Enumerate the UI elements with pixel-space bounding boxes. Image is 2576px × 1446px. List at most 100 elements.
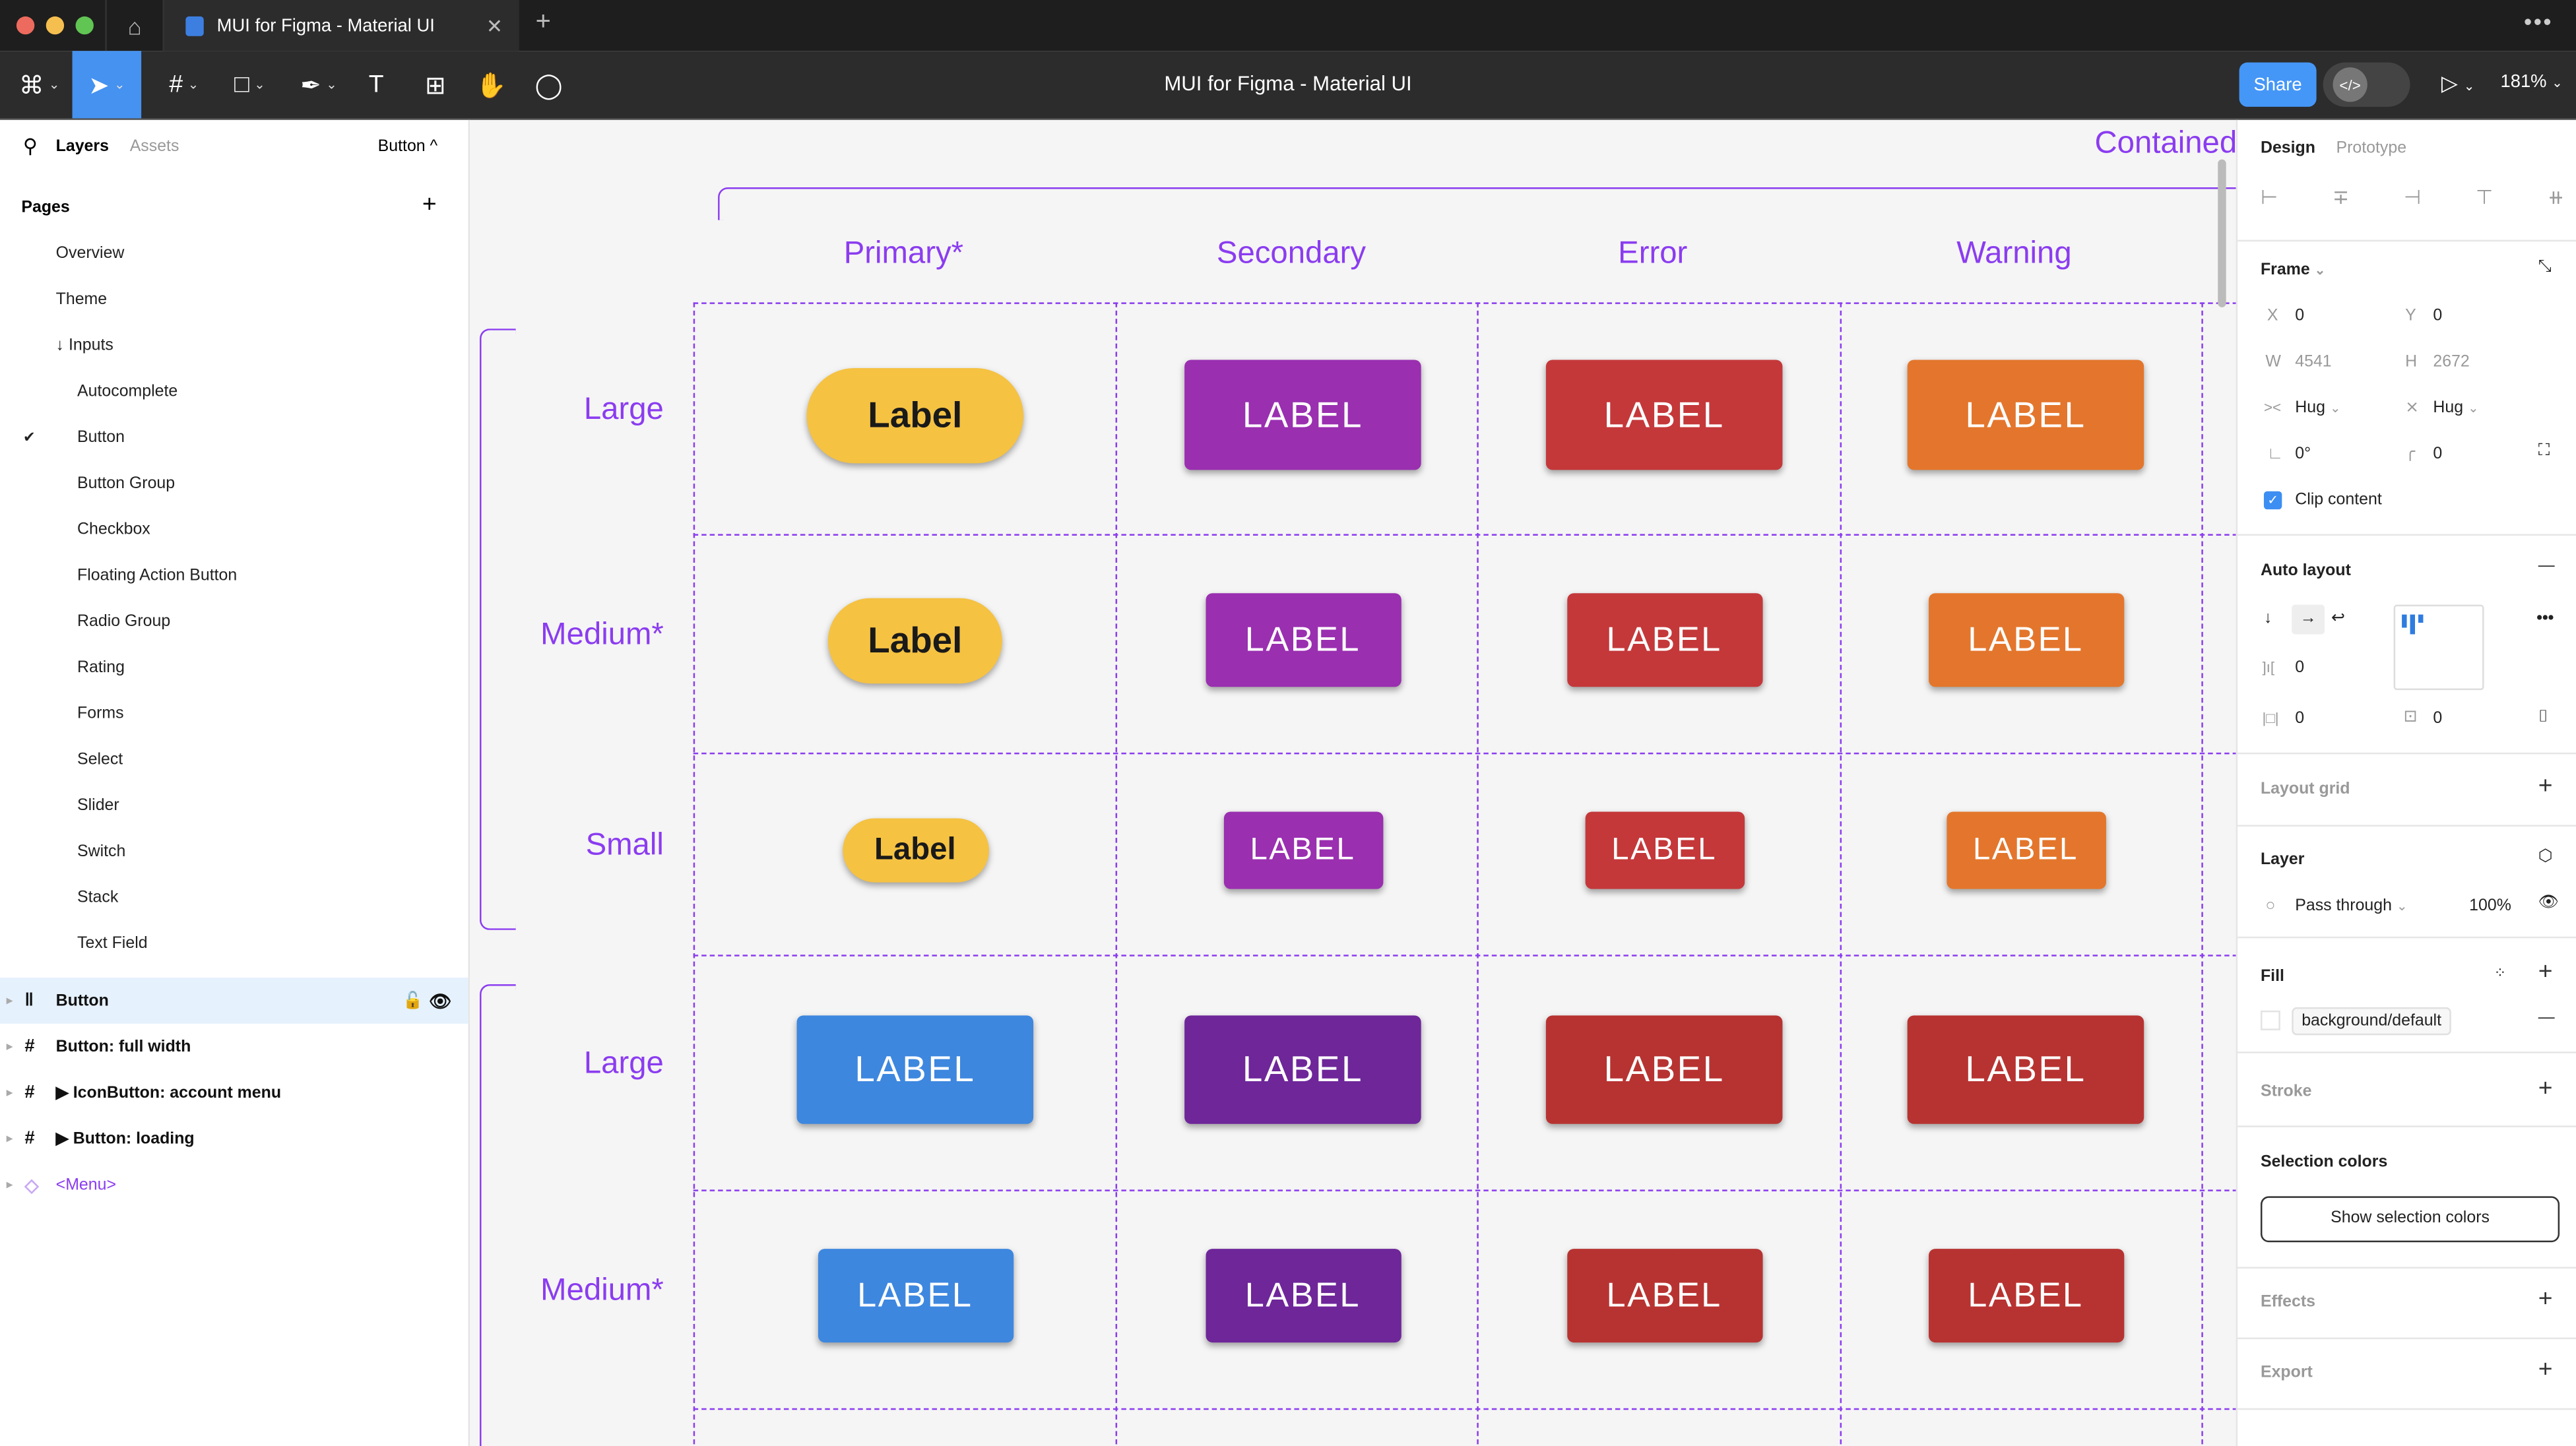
- height-input[interactable]: 2672: [2433, 353, 2470, 371]
- mui-button-primary[interactable]: LABEL: [817, 1249, 1013, 1343]
- style-icon[interactable]: ⁘: [2494, 964, 2507, 982]
- vertical-direction-icon[interactable]: ↓: [2263, 610, 2272, 628]
- mui-button-primary[interactable]: Label: [806, 367, 1024, 463]
- mui-button-error[interactable]: LABEL: [1566, 593, 1762, 687]
- y-input[interactable]: 0: [2433, 307, 2443, 326]
- canvas-scrollbar[interactable]: [2218, 159, 2226, 307]
- resources-icon[interactable]: ⊞: [425, 71, 446, 100]
- page-item[interactable]: Autocomplete: [0, 368, 468, 414]
- new-tab-icon[interactable]: +: [535, 8, 551, 36]
- mui-button-secondary[interactable]: LABEL: [1205, 593, 1401, 687]
- page-item[interactable]: Text Field: [0, 920, 468, 966]
- layer-item[interactable]: ▸ # ▶ IconButton: account menu: [0, 1070, 468, 1116]
- layer-item[interactable]: ▸ # ▶ Button: loading: [0, 1116, 468, 1162]
- expand-arrow-icon[interactable]: ▸: [6, 1087, 13, 1100]
- expand-arrow-icon[interactable]: ▸: [6, 1179, 13, 1191]
- page-item[interactable]: Slider: [0, 782, 468, 829]
- show-selection-colors-button[interactable]: Show selection colors: [2260, 1196, 2560, 1243]
- close-window-button[interactable]: [16, 16, 35, 35]
- add-export-icon[interactable]: +: [2538, 1355, 2553, 1384]
- more-icon[interactable]: •••: [2524, 8, 2554, 35]
- main-menu-icon[interactable]: ⌘ ⌄: [18, 71, 60, 100]
- add-stroke-icon[interactable]: +: [2538, 1075, 2553, 1103]
- mui-button-warning[interactable]: LABEL: [1927, 593, 2124, 687]
- mui-button-error[interactable]: LABEL: [1545, 360, 1783, 470]
- opacity-input[interactable]: 100%: [2469, 897, 2511, 916]
- mui-button-warning[interactable]: LABEL: [1927, 1249, 2124, 1343]
- blend-mode-dropdown[interactable]: Pass through ⌄: [2295, 897, 2408, 916]
- mui-button-primary[interactable]: Label: [827, 597, 1002, 683]
- radius-input[interactable]: 0: [2433, 445, 2443, 464]
- comment-tool-icon[interactable]: ◯: [534, 71, 563, 100]
- add-fill-icon[interactable]: +: [2538, 958, 2553, 986]
- resize-to-fit-icon[interactable]: ⤡: [2538, 258, 2552, 276]
- gap-input[interactable]: 0: [2295, 658, 2305, 677]
- move-tool-icon[interactable]: ➤ ⌄: [72, 51, 142, 119]
- tab-layers[interactable]: Layers: [55, 138, 109, 156]
- add-page-icon[interactable]: +: [422, 190, 437, 219]
- page-item[interactable]: Forms: [0, 690, 468, 736]
- add-layout-grid-icon[interactable]: +: [2538, 772, 2553, 801]
- mui-button-error[interactable]: LABEL: [1566, 1249, 1762, 1343]
- independent-corners-icon[interactable]: ⛶: [2538, 442, 2550, 460]
- tab-design[interactable]: Design: [2260, 139, 2315, 158]
- alignment-grid[interactable]: [2393, 604, 2484, 691]
- auto-layout-more-icon[interactable]: •••: [2536, 610, 2554, 628]
- width-mode-dropdown[interactable]: Hug ⌄: [2295, 399, 2341, 418]
- close-tab-icon[interactable]: ✕: [486, 14, 503, 38]
- page-item[interactable]: ✔ Button: [0, 414, 468, 460]
- home-icon[interactable]: ⌂: [105, 0, 164, 51]
- unlock-icon[interactable]: 🔓: [402, 991, 424, 1010]
- x-input[interactable]: 0: [2295, 307, 2305, 326]
- page-item[interactable]: Checkbox: [0, 506, 468, 552]
- mui-button-secondary[interactable]: LABEL: [1205, 1249, 1401, 1343]
- hand-tool-icon[interactable]: ✋: [476, 71, 507, 100]
- vertical-padding-input[interactable]: 0: [2433, 710, 2443, 728]
- page-item[interactable]: Theme: [0, 276, 468, 322]
- page-item[interactable]: ↓ Inputs: [0, 322, 468, 368]
- remove-fill-icon[interactable]: —: [2538, 1009, 2555, 1027]
- page-dropdown[interactable]: Button ^: [377, 138, 438, 156]
- tab-prototype[interactable]: Prototype: [2336, 139, 2407, 158]
- mui-button-error[interactable]: LABEL: [1584, 811, 1744, 889]
- clip-content-checkbox[interactable]: ✓: [2263, 491, 2282, 510]
- share-button[interactable]: Share: [2239, 62, 2317, 107]
- mui-button-warning[interactable]: LABEL: [1907, 360, 2144, 470]
- pen-tool-icon[interactable]: ✒ ⌄: [300, 71, 337, 100]
- rotation-input[interactable]: 0°: [2295, 445, 2311, 464]
- horizontal-direction-icon[interactable]: →: [2292, 604, 2325, 635]
- mui-button-primary[interactable]: Label: [842, 818, 988, 883]
- tab-assets[interactable]: Assets: [129, 138, 179, 156]
- zoom-dropdown[interactable]: 181% ⌄: [2500, 72, 2563, 92]
- visibility-eye-icon[interactable]: 👁: [428, 991, 452, 1012]
- rectangle-tool-icon[interactable]: □ ⌄: [234, 71, 265, 99]
- minimize-window-button[interactable]: [46, 16, 65, 35]
- height-mode-dropdown[interactable]: Hug ⌄: [2433, 399, 2479, 418]
- fill-swatch[interactable]: [2260, 1010, 2280, 1030]
- mui-button-secondary[interactable]: LABEL: [1184, 1015, 1421, 1123]
- alignment-tools[interactable]: ⊢ ∓ ⊣ ⊤ ⧺ ⊥ ☰: [2260, 185, 2576, 209]
- mui-button-warning[interactable]: LABEL: [1946, 811, 2106, 889]
- mui-button-warning[interactable]: LABEL: [1907, 1015, 2144, 1123]
- mui-button-secondary[interactable]: LABEL: [1184, 360, 1421, 470]
- layer-item[interactable]: ▸ ◇ <Menu>: [0, 1162, 468, 1208]
- page-item[interactable]: Radio Group: [0, 598, 468, 644]
- page-item[interactable]: Switch: [0, 828, 468, 874]
- page-item[interactable]: Floating Action Button: [0, 552, 468, 598]
- add-effect-icon[interactable]: +: [2538, 1284, 2553, 1313]
- search-icon[interactable]: ⚲: [22, 135, 38, 158]
- visibility-eye-icon[interactable]: 👁: [2538, 894, 2560, 912]
- expand-arrow-icon[interactable]: ▸: [6, 1042, 13, 1053]
- mui-button-error[interactable]: LABEL: [1545, 1015, 1783, 1123]
- wrap-icon[interactable]: ↩: [2331, 610, 2345, 628]
- remove-auto-layout-icon[interactable]: —: [2538, 557, 2555, 575]
- page-item[interactable]: Overview: [0, 230, 468, 276]
- page-item[interactable]: Rating: [0, 644, 468, 690]
- dev-mode-toggle[interactable]: </>: [2323, 62, 2410, 107]
- layer-item[interactable]: ▸ # Button: full width: [0, 1024, 468, 1070]
- mui-button-primary[interactable]: LABEL: [796, 1015, 1034, 1123]
- horizontal-padding-input[interactable]: 0: [2295, 710, 2305, 728]
- layer-mode-icon[interactable]: ⬡: [2538, 848, 2553, 866]
- frame-tool-icon[interactable]: # ⌄: [169, 71, 199, 99]
- layer-item[interactable]: ▸ ǁ Button 🔓 👁: [0, 978, 468, 1024]
